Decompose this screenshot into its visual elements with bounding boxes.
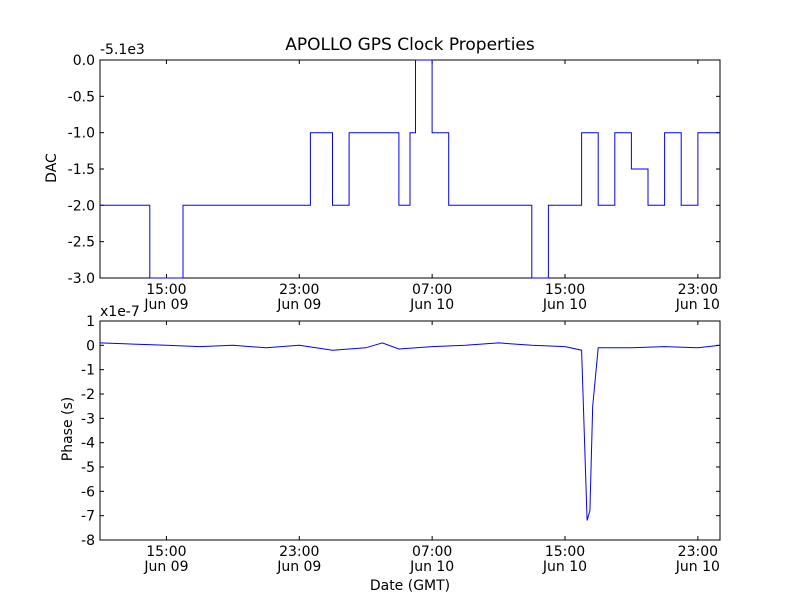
dac-y-axis-label: DAC (44, 153, 60, 183)
x-axis-label: Date (GMT) (370, 578, 450, 594)
dac-y-tick-label: -0.5 (68, 89, 95, 105)
dac-x-tick-date: Jun 10 (409, 297, 454, 313)
dac-x-tick-date: Jun 10 (675, 297, 720, 313)
phase-x-tick-date: Jun 09 (143, 559, 188, 575)
phase-y-tick-label: -2 (81, 387, 95, 403)
dac-y-tick-label: -1.5 (68, 162, 95, 178)
phase-plot-frame (99, 320, 721, 541)
phase-offset-label: x1e-7 (100, 304, 140, 320)
phase-y-tick-label: -4 (81, 436, 95, 452)
phase-x-tick-time: 15:00 (146, 544, 186, 560)
phase-series-line (99, 342, 721, 521)
phase-x-tick-time: 07:00 (412, 544, 452, 560)
dac-y-tick-label: 0.0 (73, 53, 95, 69)
dac-x-tick-time: 23:00 (678, 282, 718, 298)
phase-y-tick-label: 0 (86, 338, 95, 354)
dac-x-tick-time: 15:00 (146, 282, 186, 298)
phase-x-tick-date: Jun 10 (409, 559, 454, 575)
dac-x-tick-time: 15:00 (545, 282, 585, 298)
phase-y-tick-label: -6 (81, 484, 95, 500)
phase-y-tick-label: 1 (86, 314, 95, 330)
dac-x-tick-date: Jun 09 (276, 297, 321, 313)
dac-x-tick-time: 07:00 (412, 282, 452, 298)
phase-y-tick-label: -5 (81, 460, 95, 476)
dac-offset-label: -5.1e3 (100, 42, 145, 58)
figure-title: APOLLO GPS Clock Properties (285, 35, 535, 55)
dac-y-tick-label: -2.5 (68, 235, 95, 251)
phase-y-axis-label: Phase (s) (60, 397, 76, 461)
phase-x-tick-time: 23:00 (678, 544, 718, 560)
dac-y-tick-label: -1.0 (68, 126, 95, 142)
dac-series-line (100, 59, 720, 279)
phase-y-tick-label: -8 (81, 533, 95, 549)
dac-x-tick-time: 23:00 (279, 282, 319, 298)
phase-x-tick-date: Jun 09 (276, 559, 321, 575)
phase-x-tick-time: 15:00 (545, 544, 585, 560)
phase-y-tick-label: -7 (81, 509, 95, 525)
phase-y-tick-label: -3 (81, 411, 95, 427)
dac-x-tick-date: Jun 10 (542, 297, 587, 313)
phase-x-tick-date: Jun 10 (675, 559, 720, 575)
phase-y-tick-label: -1 (81, 363, 95, 379)
phase-x-tick-date: Jun 10 (542, 559, 587, 575)
dac-y-tick-label: -2.0 (68, 198, 95, 214)
dac-x-tick-date: Jun 09 (143, 297, 188, 313)
dac-y-tick-label: -3.0 (68, 271, 95, 287)
phase-x-tick-time: 23:00 (279, 544, 319, 560)
